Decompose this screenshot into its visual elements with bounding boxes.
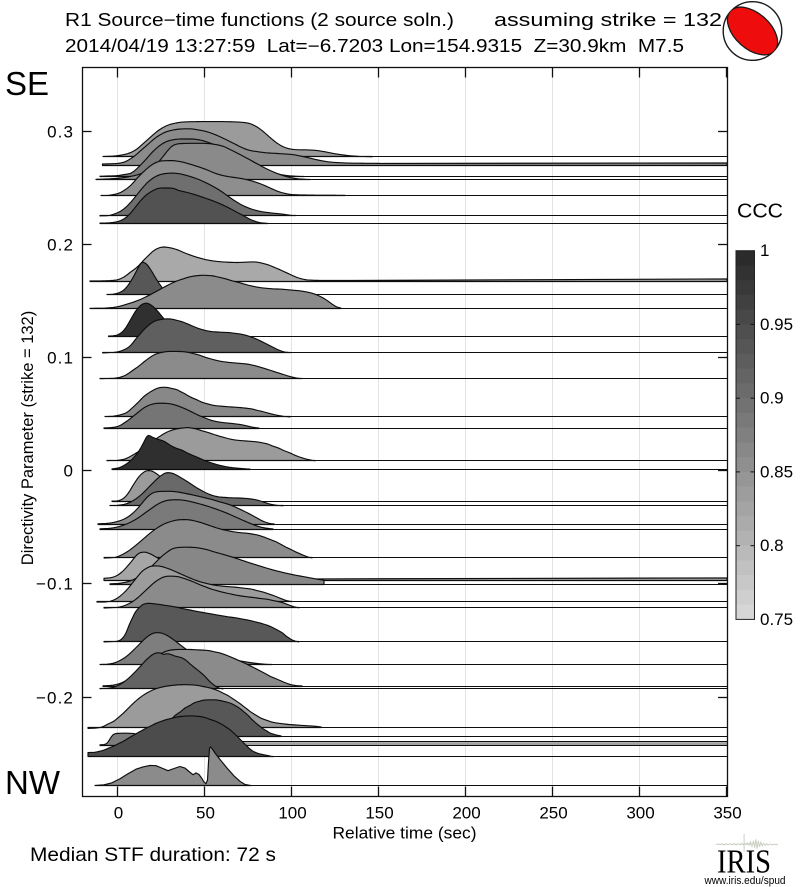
svg-text:0.2: 0.2 xyxy=(47,236,74,255)
svg-text:0.75: 0.75 xyxy=(760,610,793,629)
svg-text:200: 200 xyxy=(452,804,480,823)
svg-text:CCC: CCC xyxy=(737,201,783,223)
svg-text:Directivity Parameter (strike: Directivity Parameter (strike = 132) xyxy=(19,311,37,565)
svg-text:50: 50 xyxy=(196,804,215,823)
svg-text:0.85: 0.85 xyxy=(760,462,793,481)
svg-text:0: 0 xyxy=(63,462,74,481)
svg-text:150: 150 xyxy=(365,804,393,823)
svg-text:www.iris.edu/spud: www.iris.edu/spud xyxy=(704,875,786,887)
svg-text:−0.1: −0.1 xyxy=(36,575,74,594)
svg-text:SE: SE xyxy=(5,65,49,102)
svg-text:NW: NW xyxy=(5,764,61,801)
svg-text:R1 Source−time functions (2 so: R1 Source−time functions (2 source soln.… xyxy=(65,10,454,30)
svg-text:300: 300 xyxy=(626,804,654,823)
svg-text:−0.2: −0.2 xyxy=(36,689,74,708)
svg-text:100: 100 xyxy=(278,804,306,823)
svg-text:0.9: 0.9 xyxy=(760,389,784,408)
svg-text:0.3: 0.3 xyxy=(47,123,74,142)
svg-text:0.8: 0.8 xyxy=(760,536,784,555)
svg-text:0.1: 0.1 xyxy=(47,349,74,368)
svg-text:0.95: 0.95 xyxy=(760,315,793,334)
svg-text:assuming strike = 132: assuming strike = 132 xyxy=(494,10,722,30)
svg-text:Median STF duration: 72 s: Median STF duration: 72 s xyxy=(30,844,276,866)
svg-text:Relative time (sec): Relative time (sec) xyxy=(333,825,477,843)
svg-text:250: 250 xyxy=(539,804,567,823)
svg-text:IRIS: IRIS xyxy=(717,844,771,881)
svg-text:350: 350 xyxy=(713,804,741,823)
svg-text:1: 1 xyxy=(760,241,769,260)
svg-text:0: 0 xyxy=(114,804,123,823)
svg-text:2014/04/19 13:27:59 Lat=−6.72: 2014/04/19 13:27:59 Lat=−6.7203 Lon=154.… xyxy=(65,36,684,56)
